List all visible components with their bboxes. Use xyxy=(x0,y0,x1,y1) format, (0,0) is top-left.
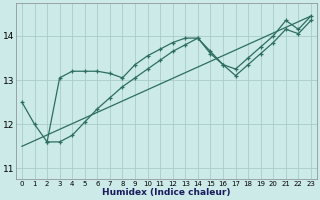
X-axis label: Humidex (Indice chaleur): Humidex (Indice chaleur) xyxy=(102,188,231,197)
